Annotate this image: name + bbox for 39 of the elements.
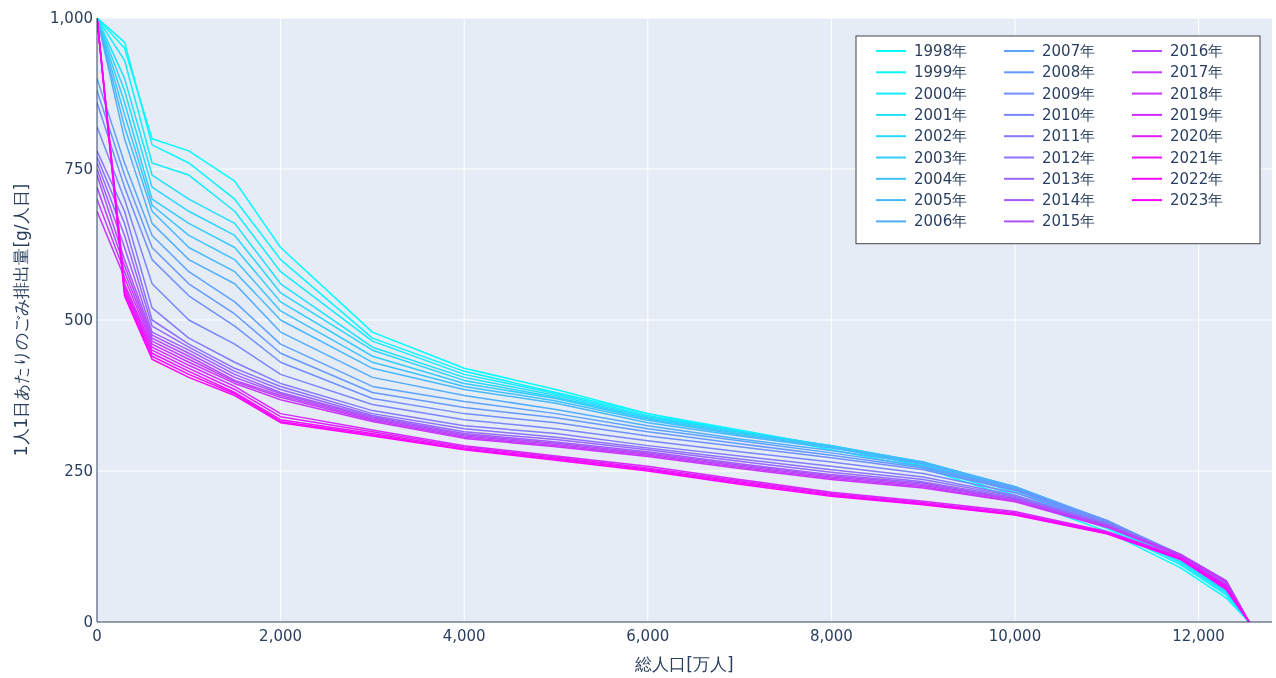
x-axis-title: 総人口[万人]: [634, 654, 734, 674]
x-tick-label: 6,000: [626, 627, 670, 645]
legend-label: 2017年: [1170, 63, 1224, 82]
legend-label: 2015年: [1042, 212, 1096, 231]
legend-label: 2009年: [1042, 84, 1096, 103]
legend-label: 1998年: [914, 42, 968, 60]
y-tick-label: 0: [83, 613, 93, 631]
legend-label: 2019年: [1170, 105, 1224, 124]
y-tick-label: 1,000: [50, 9, 93, 27]
legend-label: 2003年: [914, 148, 968, 167]
y-tick-label: 500: [64, 311, 93, 329]
legend-label: 2005年: [914, 191, 968, 210]
legend-label: 2004年: [914, 169, 968, 188]
legend-label: 2002年: [914, 127, 968, 146]
legend-label: 2008年: [1042, 63, 1096, 82]
legend-label: 2000年: [914, 84, 968, 103]
legend-label: 2012年: [1042, 148, 1096, 167]
x-tick-label: 10,000: [988, 627, 1042, 645]
legend-label: 2010年: [1042, 105, 1096, 124]
legend-label: 2021年: [1170, 148, 1224, 167]
legend-label: 2001年: [914, 105, 968, 124]
legend-label: 2020年: [1170, 127, 1224, 146]
y-tick-label: 250: [64, 462, 93, 480]
x-tick-label: 2,000: [259, 627, 303, 645]
legend-label: 2011年: [1042, 127, 1096, 146]
x-tick-label: 4,000: [442, 627, 486, 645]
legend-label: 1999年: [914, 63, 968, 82]
legend-label: 2013年: [1042, 169, 1096, 188]
legend-label: 2018年: [1170, 84, 1224, 103]
legend-label: 2007年: [1042, 42, 1096, 60]
y-tick-label: 750: [64, 160, 93, 178]
x-tick-label: 12,000: [1172, 627, 1225, 645]
legend-label: 2014年: [1042, 191, 1096, 210]
y-axis-title: 1人1日あたりのごみ排出量[g/人日]: [11, 183, 31, 457]
legend-label: 2006年: [914, 212, 968, 231]
x-tick-label: 8,000: [809, 627, 853, 645]
legend-label: 2016年: [1170, 42, 1224, 60]
legend-label: 2023年: [1170, 191, 1224, 210]
legend-label: 2022年: [1170, 169, 1224, 188]
